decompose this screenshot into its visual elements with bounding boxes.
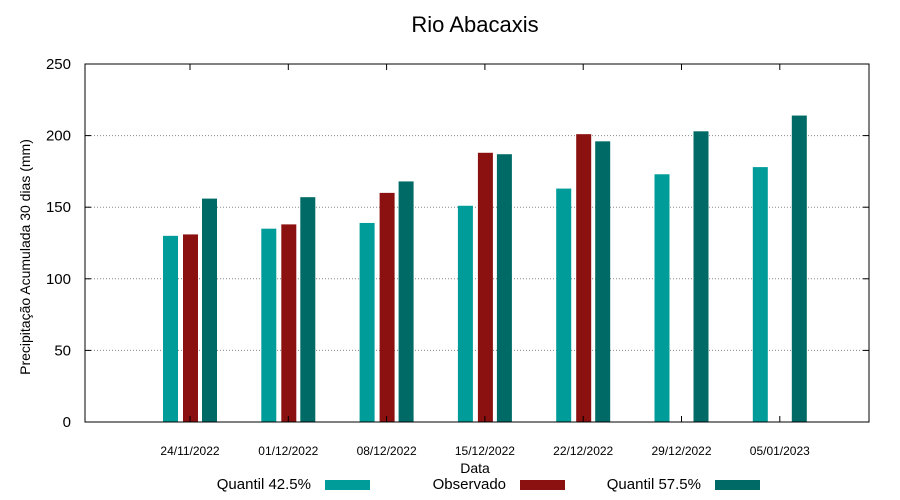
x-tick-label: 29/12/2022	[651, 444, 711, 458]
bar	[496, 154, 512, 422]
legend-label: Observado	[433, 476, 506, 493]
legend-label: Quantil 42.5%	[217, 476, 311, 493]
bar	[576, 134, 592, 422]
y-tick-label: 250	[46, 56, 71, 73]
legend-swatch	[715, 480, 760, 490]
chart-title: Rio Abacaxis	[411, 12, 538, 37]
legend-swatch	[325, 480, 370, 490]
x-tick-label: 01/12/2022	[258, 444, 318, 458]
bars	[163, 115, 807, 422]
legend-swatch	[520, 480, 565, 490]
y-tick-label: 50	[54, 342, 71, 359]
x-tick-label: 05/01/2023	[750, 444, 810, 458]
y-axis-ticks: 0 50 100 150 200 250	[46, 56, 869, 431]
bar	[300, 197, 316, 422]
bar	[379, 192, 395, 422]
bar	[202, 198, 217, 422]
bar	[183, 234, 198, 422]
bar	[261, 228, 277, 422]
legend: Quantil 42.5% Observado Quantil 57.5%	[217, 476, 760, 493]
bar	[477, 152, 493, 422]
bar	[693, 131, 709, 422]
bar	[791, 115, 807, 422]
bar	[752, 167, 768, 422]
y-tick-label: 0	[63, 414, 71, 431]
bar	[457, 205, 473, 422]
bar	[556, 188, 572, 422]
bar	[359, 222, 375, 422]
x-axis-label: Data	[460, 460, 490, 476]
y-axis-label: Precipitação Acumulada 30 dias (mm)	[17, 139, 33, 375]
bar	[398, 181, 414, 422]
y-tick-label: 100	[46, 271, 71, 288]
y-tick-label: 150	[46, 199, 71, 216]
bar	[595, 141, 611, 422]
x-tick-label: 08/12/2022	[357, 444, 417, 458]
y-tick-label: 200	[46, 128, 71, 145]
plot-frame	[84, 63, 870, 423]
bar	[654, 174, 670, 422]
x-tick-label: 15/12/2022	[455, 444, 515, 458]
x-tick-label: 24/11/2022	[160, 444, 219, 458]
legend-label: Quantil 57.5%	[607, 476, 701, 493]
x-axis-ticks: 24/11/2022 01/12/2022 08/12/2022 15/12/2022…	[160, 64, 810, 458]
bar	[281, 224, 297, 422]
x-tick-label: 22/12/2022	[553, 444, 613, 458]
bar	[163, 235, 178, 422]
